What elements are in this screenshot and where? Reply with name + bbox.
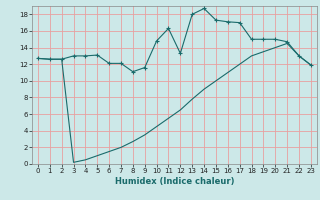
X-axis label: Humidex (Indice chaleur): Humidex (Indice chaleur) xyxy=(115,177,234,186)
